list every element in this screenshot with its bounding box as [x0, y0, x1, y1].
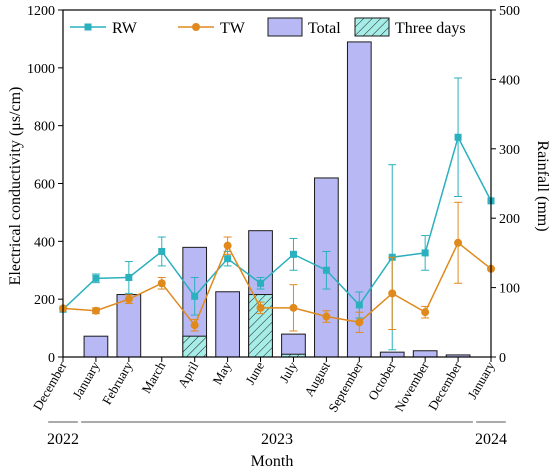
- point-rw: [322, 266, 330, 274]
- x-tick-label: February: [99, 359, 136, 408]
- x-tick-label: July: [276, 359, 300, 386]
- x-tick-label: June: [242, 359, 267, 387]
- y-left-tick-label: 0: [48, 351, 55, 366]
- point-tw: [388, 289, 397, 298]
- point-rw: [257, 279, 265, 287]
- point-rw: [158, 247, 166, 255]
- x-tick-label: October: [365, 358, 399, 402]
- legend-label-total: Total: [308, 20, 341, 37]
- point-rw: [224, 255, 232, 263]
- y-left-tick-label: 1200: [27, 4, 55, 19]
- y-axis-left-label: Electrical conductivity (μs/cm): [7, 87, 24, 286]
- bars-layer: [83, 41, 471, 358]
- y-right-tick-label: 100: [499, 282, 520, 297]
- legend-swatch-three-days: [354, 17, 390, 37]
- bar-three-days: [182, 335, 208, 358]
- point-rw: [421, 249, 429, 257]
- y-left-tick-label: 200: [34, 293, 55, 308]
- y-left-tick-label: 800: [34, 120, 55, 135]
- series-line-rw: [62, 135, 492, 310]
- bar-total: [215, 291, 240, 358]
- point-tw: [454, 238, 463, 247]
- bar-total: [83, 335, 109, 358]
- year-group-label: 2022: [47, 431, 79, 448]
- point-tw: [157, 279, 166, 288]
- x-tick-label: December: [30, 358, 70, 412]
- point-tw: [124, 295, 133, 304]
- legend-swatch-total: [267, 17, 303, 37]
- year-group-label: 2023: [261, 431, 293, 448]
- y-right-tick-label: 300: [499, 143, 520, 158]
- legend-label-tw: TW: [220, 20, 246, 37]
- legend-marker-rw: [84, 23, 92, 31]
- y-right-tick-label: 500: [499, 4, 520, 19]
- point-tw: [91, 306, 100, 315]
- point-tw: [421, 308, 430, 317]
- y-right-tick-label: 0: [499, 351, 506, 366]
- point-tw: [256, 303, 265, 312]
- bar-total: [412, 350, 438, 358]
- y-axis-right-label: Rainfall (mm): [534, 140, 550, 231]
- year-group-label: 2024: [475, 431, 507, 448]
- point-rw: [191, 292, 199, 300]
- legend-marker-tw: [192, 23, 200, 31]
- y-right-tick-label: 200: [499, 212, 520, 227]
- x-tick-label: April: [175, 359, 202, 391]
- point-rw: [125, 273, 133, 281]
- point-rw: [92, 274, 100, 282]
- year-groups: 2022 2023 2024: [47, 421, 507, 448]
- point-rw: [355, 301, 363, 309]
- x-tick-label: May: [209, 359, 234, 388]
- point-rw: [289, 250, 297, 258]
- x-tick-label: August: [301, 359, 333, 399]
- point-tw: [355, 318, 364, 327]
- y-left-tick-label: 1000: [27, 62, 55, 77]
- series-line-tw: [62, 241, 492, 327]
- x-axis-label: Month: [251, 453, 294, 470]
- legend-label-three-days: Three days: [395, 20, 466, 37]
- y-left-tick-label: 400: [34, 235, 55, 250]
- point-tw: [322, 312, 331, 321]
- legend-label-rw: RW: [112, 20, 138, 37]
- point-rw: [454, 133, 462, 141]
- bar-total: [379, 351, 405, 358]
- y-left-tick-label: 600: [34, 178, 55, 193]
- x-tick-label: March: [138, 359, 168, 396]
- bar-total: [281, 333, 306, 358]
- x-tick-label: January: [464, 359, 497, 402]
- point-tw: [190, 321, 199, 330]
- lines-layer: [59, 77, 495, 351]
- point-tw: [289, 303, 298, 312]
- point-tw: [223, 241, 232, 250]
- x-tick-label: January: [69, 359, 102, 402]
- y-right-tick-label: 400: [499, 73, 520, 88]
- legend: RW TW Total Three days: [70, 17, 466, 37]
